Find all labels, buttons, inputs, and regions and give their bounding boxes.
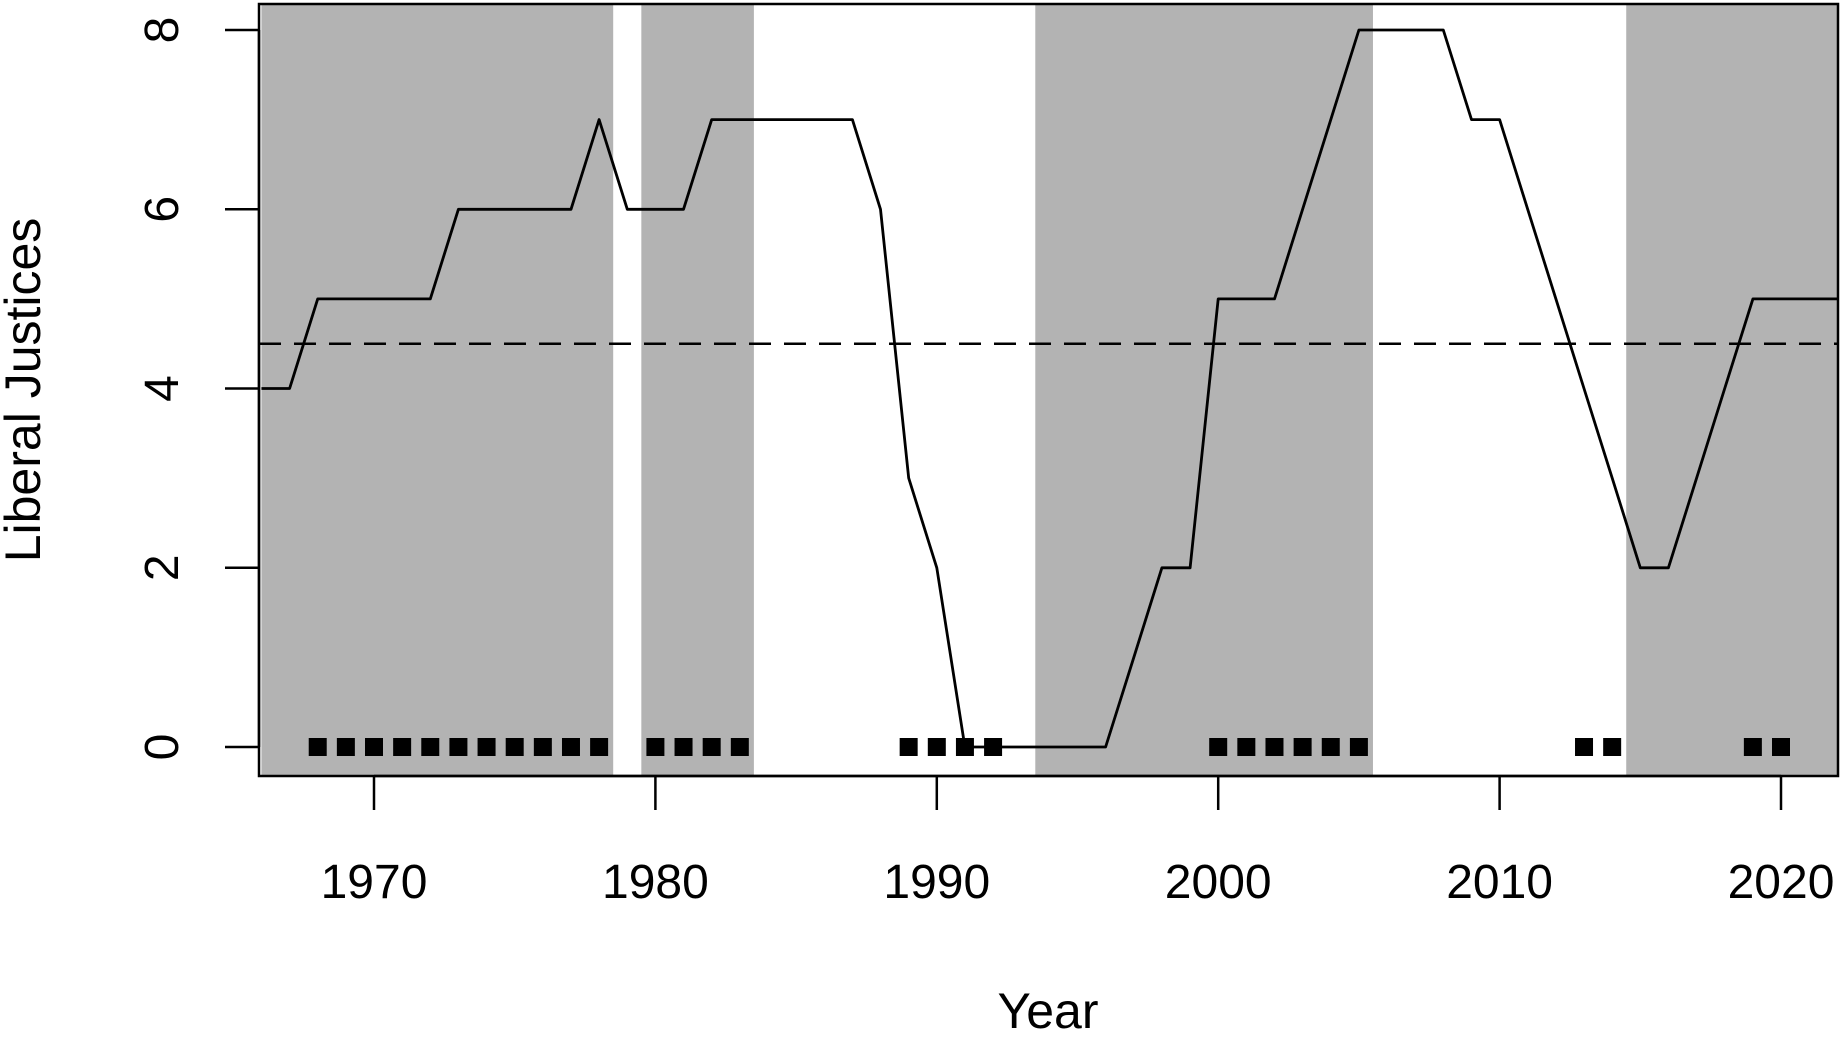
square-marker	[365, 738, 383, 756]
square-marker	[1293, 738, 1312, 756]
square-marker	[1603, 738, 1622, 756]
square-marker	[590, 738, 609, 756]
square-marker	[1209, 738, 1228, 756]
square-marker	[421, 738, 440, 756]
square-marker	[308, 738, 327, 756]
y-tick-label: 6	[136, 196, 189, 223]
shaded-period	[261, 4, 614, 776]
square-marker	[449, 738, 468, 756]
square-marker	[1575, 738, 1594, 756]
shaded-period	[641, 4, 754, 776]
x-axis-title: Year	[997, 983, 1098, 1038]
y-axis-title: Liberal Justices	[0, 218, 51, 563]
square-marker	[955, 738, 974, 756]
square-marker	[730, 738, 749, 756]
shaded-period	[1626, 4, 1838, 776]
x-tick-label: 2010	[1446, 856, 1553, 909]
square-marker	[927, 738, 946, 756]
series-layer	[261, 28, 1838, 749]
square-marker	[561, 738, 580, 756]
square-marker	[393, 738, 412, 756]
square-marker	[505, 738, 524, 756]
square-marker	[1772, 738, 1790, 756]
x-axis: 1970 1980 1990 2000 2010 2020	[321, 774, 1835, 909]
series-line	[261, 28, 1838, 749]
x-tick-label: 1970	[321, 856, 428, 909]
x-tick-label: 2020	[1728, 856, 1835, 909]
y-axis: 0 2 4 6 8	[136, 17, 261, 761]
y-tick-label: 4	[136, 375, 189, 402]
square-marker	[646, 738, 665, 756]
y-tick-label: 8	[136, 17, 189, 44]
x-tick-label: 2000	[1165, 856, 1272, 909]
square-marker	[477, 738, 496, 756]
square-marker	[674, 738, 693, 756]
marker-layer	[308, 738, 1790, 756]
y-tick-label: 2	[136, 554, 189, 581]
square-marker	[1321, 738, 1340, 756]
square-marker	[1349, 738, 1368, 756]
square-marker	[1743, 738, 1762, 756]
square-marker	[1265, 738, 1284, 756]
square-marker	[702, 738, 721, 756]
shaded-periods	[261, 4, 1838, 776]
x-tick-label: 1990	[883, 856, 990, 909]
square-marker	[984, 738, 1003, 756]
square-marker	[336, 738, 355, 756]
shaded-period	[1035, 4, 1373, 776]
square-marker	[899, 738, 918, 756]
x-tick-label: 1980	[602, 856, 709, 909]
square-marker	[533, 738, 552, 756]
square-marker	[1237, 738, 1256, 756]
y-tick-label: 0	[136, 734, 189, 761]
